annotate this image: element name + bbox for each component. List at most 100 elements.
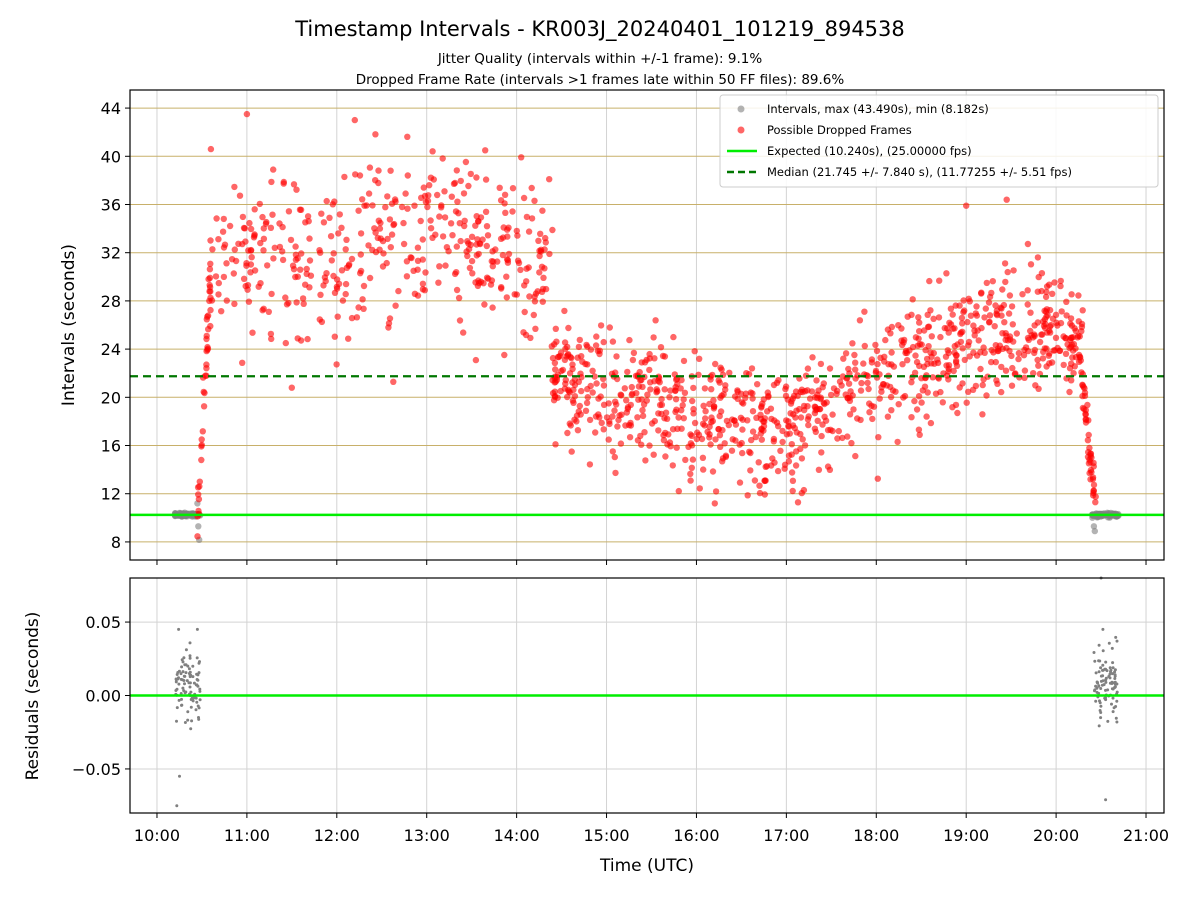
residual-point (185, 679, 189, 683)
dropped-frame-point (561, 356, 569, 364)
dropped-frame-point (565, 324, 572, 332)
dropped-frame-point (592, 429, 599, 436)
dropped-frame-point (719, 458, 726, 465)
dropped-frame-point (279, 248, 286, 255)
dropped-frame-point (482, 176, 490, 183)
dropped-frame-point (598, 419, 605, 427)
dropped-frame-point (888, 407, 895, 414)
dropped-frame-point (672, 384, 679, 391)
dropped-frame-point (509, 208, 516, 215)
dropped-frame-point (742, 390, 750, 397)
dropped-frame-point (1019, 291, 1026, 298)
dropped-frame-point (694, 429, 701, 436)
legend: Intervals, max (43.490s), min (8.182s) P… (719, 94, 1159, 188)
dropped-frame-point (848, 439, 855, 447)
dropped-frame-point (788, 469, 796, 476)
dropped-frame-point (494, 258, 501, 265)
dropped-frame-point (511, 291, 518, 298)
dropped-frame-point (304, 213, 312, 220)
dropped-frame-point (366, 164, 374, 171)
dropped-frame-point (1078, 323, 1086, 331)
dropped-frame-point (342, 290, 349, 298)
dropped-frame-point (916, 362, 923, 370)
dropped-frame-point (699, 454, 707, 461)
dropped-frame-point (779, 438, 786, 446)
residual-point (188, 656, 192, 660)
residual-point (198, 687, 202, 691)
dropped-frame-point (916, 431, 923, 438)
dropped-frame-point (454, 198, 461, 205)
dropped-frame-point (518, 154, 525, 161)
dropped-frame-point (929, 374, 936, 381)
dropped-frame-point (549, 354, 557, 362)
residual-point (1111, 687, 1115, 691)
dropped-frame-point (718, 366, 725, 373)
dropped-frame-point (1084, 437, 1092, 444)
dropped-frame-point (387, 167, 394, 174)
dropped-frame-point (758, 425, 765, 432)
dropped-frame-point (568, 448, 575, 455)
residual-point (1111, 672, 1114, 676)
dropped-frame-point (417, 217, 424, 225)
dropped-frame-point (336, 211, 343, 218)
residual-point (1101, 663, 1105, 667)
dropped-frame-point (404, 205, 411, 212)
dropped-frame-point (1090, 463, 1098, 470)
legend-label-median: Median (21.745 +/- 7.840 s), (11.77255 +… (767, 165, 1072, 179)
residual-point (1103, 696, 1107, 700)
dropped-frame-point (1010, 267, 1017, 274)
dropped-frame-point (264, 262, 271, 269)
residual-point (1111, 666, 1115, 670)
dropped-frame-point (860, 360, 867, 367)
dropped-frame-point (483, 242, 490, 250)
residual-point (1101, 668, 1104, 672)
dropped-frame-point (904, 357, 911, 364)
dropped-frame-point (215, 279, 222, 287)
dropped-frame-point (967, 312, 975, 319)
residual-point (174, 689, 178, 692)
dropped-frame-point (630, 349, 638, 357)
dropped-frame-point (200, 403, 208, 410)
dropped-frame-point (958, 314, 966, 322)
dropped-frame-point (334, 313, 341, 320)
dropped-frame-point (1056, 347, 1064, 354)
residual-point (178, 774, 181, 778)
dropped-frame-point (748, 365, 756, 372)
dropped-frame-point (1008, 382, 1016, 389)
dropped-frame-point (279, 256, 287, 264)
dropped-frame-point (531, 298, 539, 305)
residual-point (1102, 683, 1106, 687)
dropped-frame-point (609, 338, 617, 345)
dropped-frame-point (605, 400, 612, 407)
dropped-frame-point (751, 477, 759, 484)
residual-point (182, 674, 186, 678)
dropped-frame-point (988, 358, 995, 366)
dropped-frame-point (540, 274, 547, 281)
dropped-frame-point (245, 247, 252, 254)
dropped-frame-point (257, 280, 264, 287)
dropped-frame-point (845, 365, 852, 373)
dropped-frame-point (592, 342, 600, 349)
dropped-frame-point (241, 225, 248, 232)
dropped-frame-point (983, 279, 990, 287)
dropped-frame-point (265, 308, 272, 315)
dropped-frame-point (321, 274, 329, 281)
dropped-frame-point (639, 412, 647, 420)
dropped-frame-point (520, 329, 527, 336)
dropped-frame-point (902, 349, 909, 357)
dropped-frame-point (465, 182, 472, 190)
dropped-frame-point (680, 415, 687, 422)
dropped-frame-point (719, 426, 726, 434)
dropped-frame-point (303, 270, 310, 278)
dropped-frame-point (888, 323, 896, 331)
dropped-frame-point (890, 363, 898, 370)
dropped-frame-point (1042, 293, 1050, 301)
dropped-frame-point (584, 385, 591, 393)
dropped-frame-point (1002, 278, 1009, 286)
dropped-frame-point (1006, 292, 1014, 299)
dropped-frame-point (710, 397, 717, 404)
dropped-frame-point (672, 408, 679, 416)
dropped-frame-point (712, 436, 719, 443)
dropped-frame-point (1041, 324, 1049, 332)
dropped-frame-point (660, 437, 668, 444)
